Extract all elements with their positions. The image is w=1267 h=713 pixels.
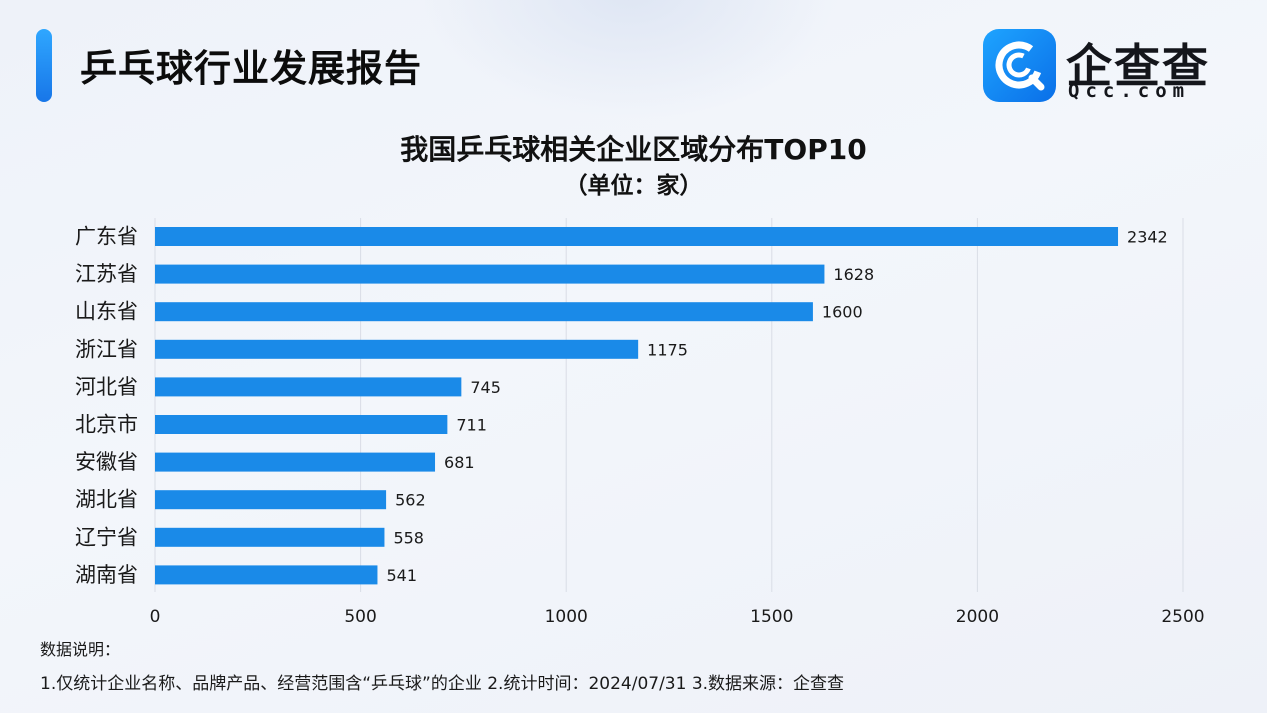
logo-name: 企查查 [1066,39,1210,93]
category-label: 辽宁省 [75,525,138,549]
data-label: 558 [393,528,424,547]
x-tick-label: 1000 [545,607,588,627]
x-tick-label: 500 [344,607,376,627]
category-label: 湖南省 [75,563,138,587]
data-label: 745 [470,378,501,397]
data-label: 562 [395,491,426,510]
bar [155,415,448,434]
category-label: 北京市 [75,413,138,437]
bar [155,227,1119,246]
report-title: 乒乓球行业发展报告 [80,47,422,90]
bar [155,302,813,322]
notes-body: 1.仅统计企业名称、品牌产品、经营范围含“乒乓球”的企业 2.统计时间：2024… [40,674,845,694]
category-label: 河北省 [75,375,138,399]
notes-heading: 数据说明： [40,640,121,659]
x-tick-label: 1500 [750,607,793,627]
data-label: 711 [456,416,487,435]
data-label: 1600 [822,303,863,322]
logo-domain: Qcc.com [1068,80,1191,102]
chart-title: 我国乒乓球相关企业区域分布TOP10 [400,133,867,166]
bar [155,452,436,472]
bar [155,264,825,284]
data-label: 681 [444,453,475,472]
category-label: 湖北省 [75,488,138,512]
category-label: 山东省 [75,300,138,324]
x-tick-label: 0 [150,607,161,627]
data-label: 1628 [833,265,874,284]
category-label: 江苏省 [75,262,138,286]
data-label: 541 [386,566,417,585]
bar [155,339,639,359]
chart-subtitle: （单位：家） [564,173,703,199]
category-label: 广东省 [75,225,138,249]
x-tick-label: 2000 [956,607,999,627]
category-label: 浙江省 [75,337,138,361]
qcc-logo-icon [983,29,1056,102]
bar [155,527,385,547]
bar [155,490,387,510]
bar [155,565,378,585]
data-label: 2342 [1127,228,1168,247]
x-tick-label: 2500 [1161,607,1204,627]
bar [155,377,462,397]
data-label: 1175 [647,340,688,359]
category-label: 安徽省 [75,450,138,474]
title-accent-bar [36,29,52,102]
